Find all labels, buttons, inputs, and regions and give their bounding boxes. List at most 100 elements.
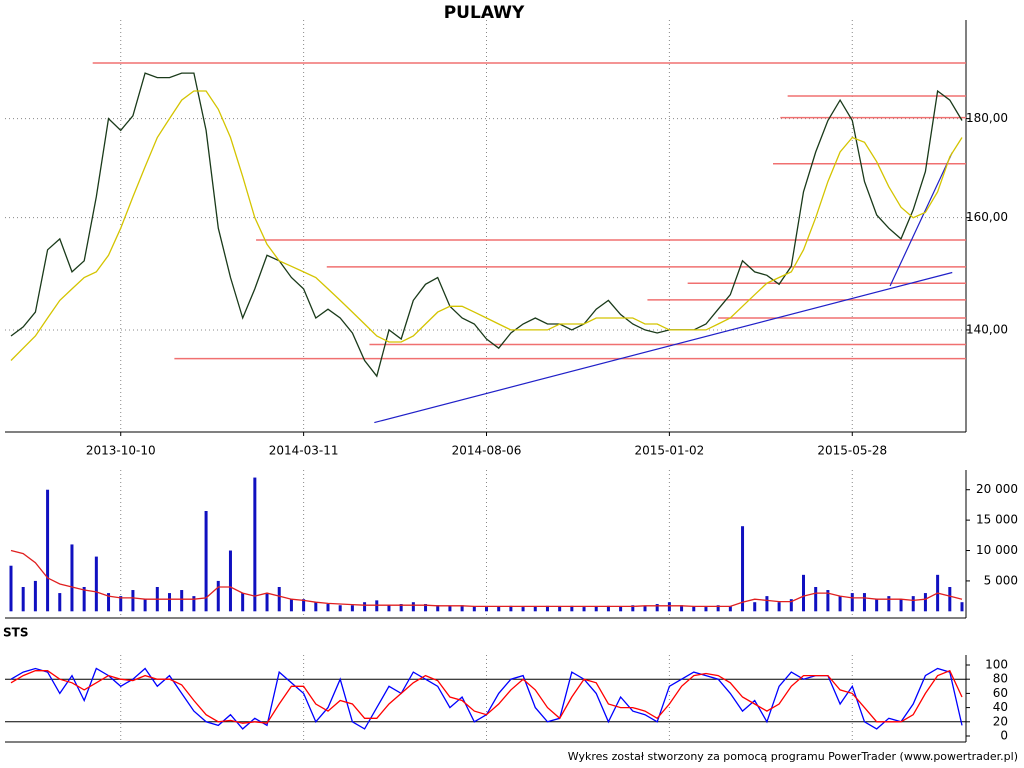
volume-bar xyxy=(21,586,25,612)
volume-bar xyxy=(302,599,306,612)
volume-bar xyxy=(875,599,879,612)
footer: Wykres został stworzony za pomocą progra… xyxy=(568,750,1018,763)
volume-bar xyxy=(253,477,257,612)
volume-bar xyxy=(9,565,13,612)
volume-bar xyxy=(58,593,62,612)
volume-bar xyxy=(570,605,574,612)
volume-bar xyxy=(667,602,671,612)
volume-bar xyxy=(948,586,952,612)
volume-bar xyxy=(545,605,549,612)
volume-bar xyxy=(862,593,866,612)
volume-bar xyxy=(143,599,147,612)
volume-bar xyxy=(802,574,805,612)
volume-bar xyxy=(204,511,208,612)
volume-bar xyxy=(485,607,488,612)
volume-bar xyxy=(911,596,915,612)
volume-bar xyxy=(216,580,220,612)
volume-bar xyxy=(655,604,659,612)
volume-bar xyxy=(704,607,708,612)
y-tick-label: 160,00 xyxy=(966,210,1008,224)
volume-bar xyxy=(33,580,37,612)
volume-bar xyxy=(606,605,610,612)
volume-bar xyxy=(692,606,696,612)
y-tick-label: 20 xyxy=(993,714,1008,728)
x-tick-label: 2013-10-10 xyxy=(86,444,156,458)
volume-bar xyxy=(741,526,745,612)
volume-bar xyxy=(509,605,513,612)
volume-bar xyxy=(838,596,842,612)
y-tick-label: 40 xyxy=(993,700,1008,714)
volume-bar xyxy=(107,593,111,612)
chart-title: PULAWY xyxy=(444,3,525,23)
y-tick-label: 100 xyxy=(985,658,1008,672)
volume-bar xyxy=(399,604,403,612)
volume-bar xyxy=(619,606,623,612)
volume-bar xyxy=(521,607,525,612)
volume-bar xyxy=(923,593,927,612)
volume-bar xyxy=(777,602,781,612)
volume-bar xyxy=(94,556,98,612)
volume-bar xyxy=(594,606,598,612)
volume-bar xyxy=(582,607,586,612)
volume-bar xyxy=(192,596,196,612)
volume-bar xyxy=(826,590,830,612)
x-tick-label: 2014-03-11 xyxy=(269,444,339,458)
y-tick-label: 60 xyxy=(993,686,1008,700)
volume-bar xyxy=(338,605,342,612)
y-tick-label: 15 000 xyxy=(976,513,1018,527)
volume-bar xyxy=(789,599,793,612)
y-tick-label: 20 000 xyxy=(976,482,1018,496)
volume-bar xyxy=(631,605,635,612)
volume-bar xyxy=(119,596,123,612)
volume-bar xyxy=(814,586,818,612)
trend-line xyxy=(374,271,953,424)
volume-bar xyxy=(180,590,184,612)
volume-bar xyxy=(387,605,391,612)
y-tick-label: 180,00 xyxy=(966,111,1008,125)
x-tick-label: 2015-01-02 xyxy=(635,444,705,458)
y-tick-label: 140,00 xyxy=(966,322,1008,336)
volume-bar xyxy=(887,596,891,612)
volume-bar xyxy=(265,593,269,612)
series-line xyxy=(10,669,963,724)
volume-bar xyxy=(558,606,562,612)
volume-bar xyxy=(46,489,50,612)
volume-bar xyxy=(899,599,903,612)
trend-line xyxy=(889,152,953,287)
volume-bar xyxy=(241,593,245,612)
volume-bar xyxy=(728,606,732,612)
y-tick-label: 5 000 xyxy=(984,573,1018,587)
volume-bar xyxy=(289,599,293,612)
y-tick-label: 10 000 xyxy=(976,543,1018,557)
volume-bar xyxy=(168,593,171,612)
volume-bar xyxy=(436,605,440,612)
volume-bar xyxy=(411,602,415,612)
volume-bar xyxy=(424,604,428,612)
volume-bar xyxy=(753,602,757,612)
volume-bar xyxy=(765,596,769,612)
volume-bar xyxy=(850,593,854,612)
volume-bar xyxy=(228,550,232,612)
volume-bar xyxy=(680,605,684,612)
volume-bar xyxy=(643,605,647,612)
series-line xyxy=(10,72,963,378)
volume-average-line xyxy=(10,549,963,608)
volume-bar xyxy=(82,586,86,612)
volume-bar xyxy=(716,605,720,612)
volume-bar xyxy=(460,605,464,612)
y-tick-label: 80 xyxy=(993,672,1008,686)
volume-bar xyxy=(472,606,476,612)
volume-bar xyxy=(350,605,354,612)
x-tick-label: 2014-08-06 xyxy=(452,444,522,458)
volume-bar xyxy=(314,602,318,612)
y-tick-label: 0 xyxy=(1000,729,1008,743)
volume-bar xyxy=(70,544,74,612)
volume-bar xyxy=(326,604,330,612)
volume-bar xyxy=(448,605,452,612)
volume-bar xyxy=(131,590,135,612)
x-tick-label: 2015-05-28 xyxy=(817,444,887,458)
volume-bar xyxy=(363,602,367,612)
volume-bar xyxy=(533,606,537,612)
volume-bar xyxy=(960,602,964,612)
